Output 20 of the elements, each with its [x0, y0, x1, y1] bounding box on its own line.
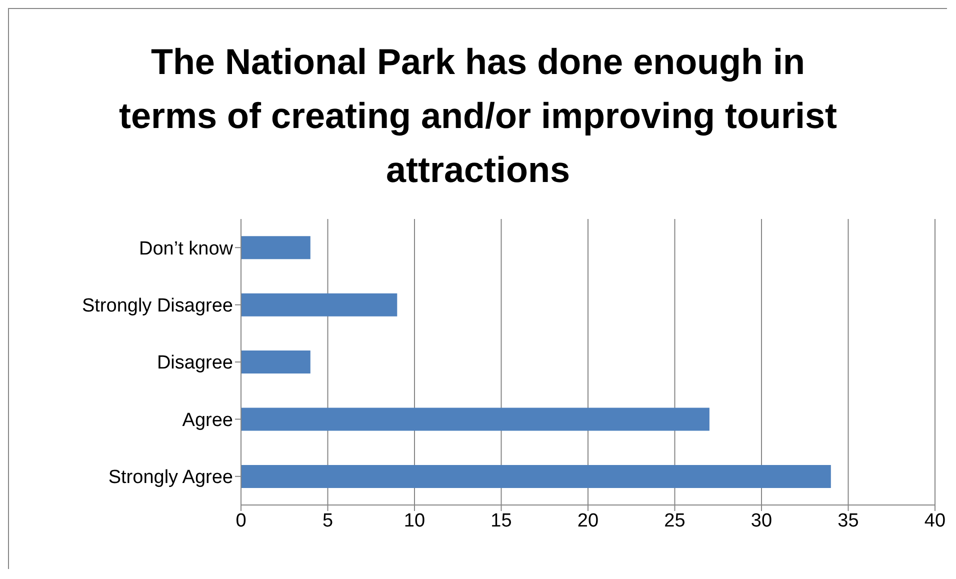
y-tick-label: Strongly Agree [108, 467, 233, 488]
bar [241, 236, 310, 260]
y-tick-label: Don’t know [139, 238, 234, 260]
x-tick-label: 5 [322, 510, 334, 532]
x-tick-label: 10 [404, 510, 426, 532]
x-tick-label: 35 [838, 510, 859, 532]
chart-title: The National Park has done enough in terms of creating and/or improving tourist attractions [118, 40, 838, 192]
x-tick-label: 0 [236, 510, 246, 532]
bar [241, 464, 831, 488]
x-tick-label: 15 [490, 510, 512, 532]
x-tick-label: 25 [664, 510, 686, 532]
bar [241, 293, 398, 316]
y-tick-label: Strongly Disagree [82, 296, 233, 317]
y-tick-label: Disagree [156, 352, 233, 374]
x-tick-label: 40 [924, 510, 946, 532]
x-tick-label: 20 [577, 510, 599, 532]
x-tick-label: 30 [750, 510, 772, 532]
y-tick-label: Agree [182, 410, 233, 431]
bar [241, 350, 310, 374]
bar [241, 408, 710, 431]
